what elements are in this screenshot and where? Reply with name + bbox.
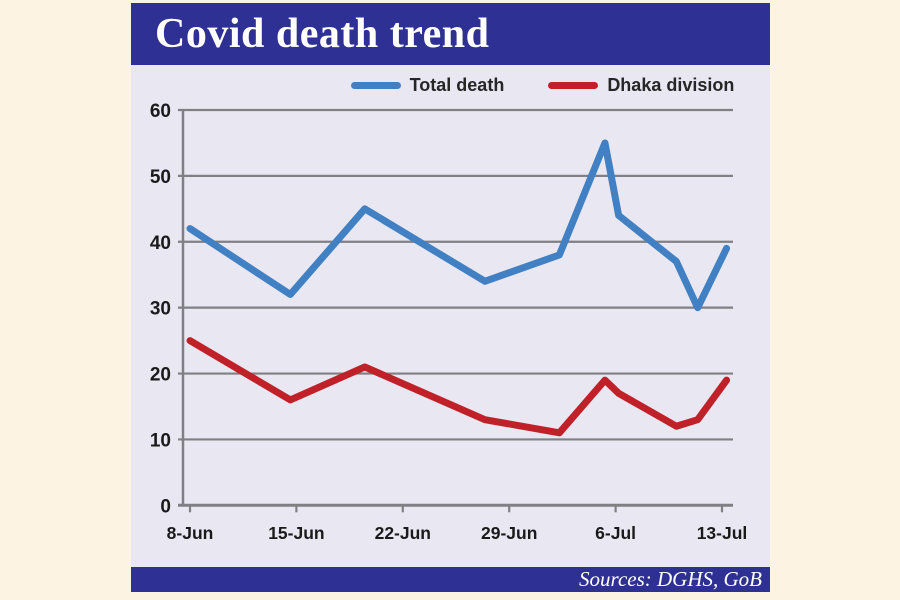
svg-text:8-Jun: 8-Jun xyxy=(167,523,214,543)
svg-text:13-Jul: 13-Jul xyxy=(697,523,748,543)
svg-text:60: 60 xyxy=(150,101,171,122)
svg-text:29-Jun: 29-Jun xyxy=(481,523,537,543)
legend-swatch-total-death-icon xyxy=(350,82,401,89)
chart-area: Total death Dhaka division 0 10 20 30 40 50 60… xyxy=(131,65,770,567)
svg-text:10: 10 xyxy=(150,430,171,451)
title-bar: Covid death trend xyxy=(131,3,770,65)
legend-label-dhaka-division: Dhaka division xyxy=(607,75,735,95)
legend-swatch-dhaka-division-icon xyxy=(548,82,599,89)
svg-text:20: 20 xyxy=(150,365,171,386)
legend-item-total-death: Total death xyxy=(350,75,505,96)
svg-text:6-Jul: 6-Jul xyxy=(595,523,636,543)
svg-text:0: 0 xyxy=(160,496,171,517)
svg-text:30: 30 xyxy=(150,299,171,320)
svg-text:22-Jun: 22-Jun xyxy=(375,523,431,543)
page-title: Covid death trend xyxy=(155,11,490,57)
svg-text:15-Jun: 15-Jun xyxy=(268,523,324,543)
legend-item-dhaka-division: Dhaka division xyxy=(548,75,734,96)
source-bar: Sources: DGHS, GoB xyxy=(131,567,770,592)
chart-legend: Total death Dhaka division xyxy=(223,75,862,96)
svg-text:50: 50 xyxy=(150,167,171,188)
svg-text:40: 40 xyxy=(150,233,171,254)
legend-label-total-death: Total death xyxy=(409,75,505,95)
source-attribution: Sources: DGHS, GoB xyxy=(579,567,762,591)
covid-chart-graphic: Covid death trend Total death Dhaka divi… xyxy=(131,3,770,592)
line-chart: 0 10 20 30 40 50 60 8-Jun 15-Jun 22-Jun 29-Jun 6-Ju… xyxy=(150,101,748,543)
